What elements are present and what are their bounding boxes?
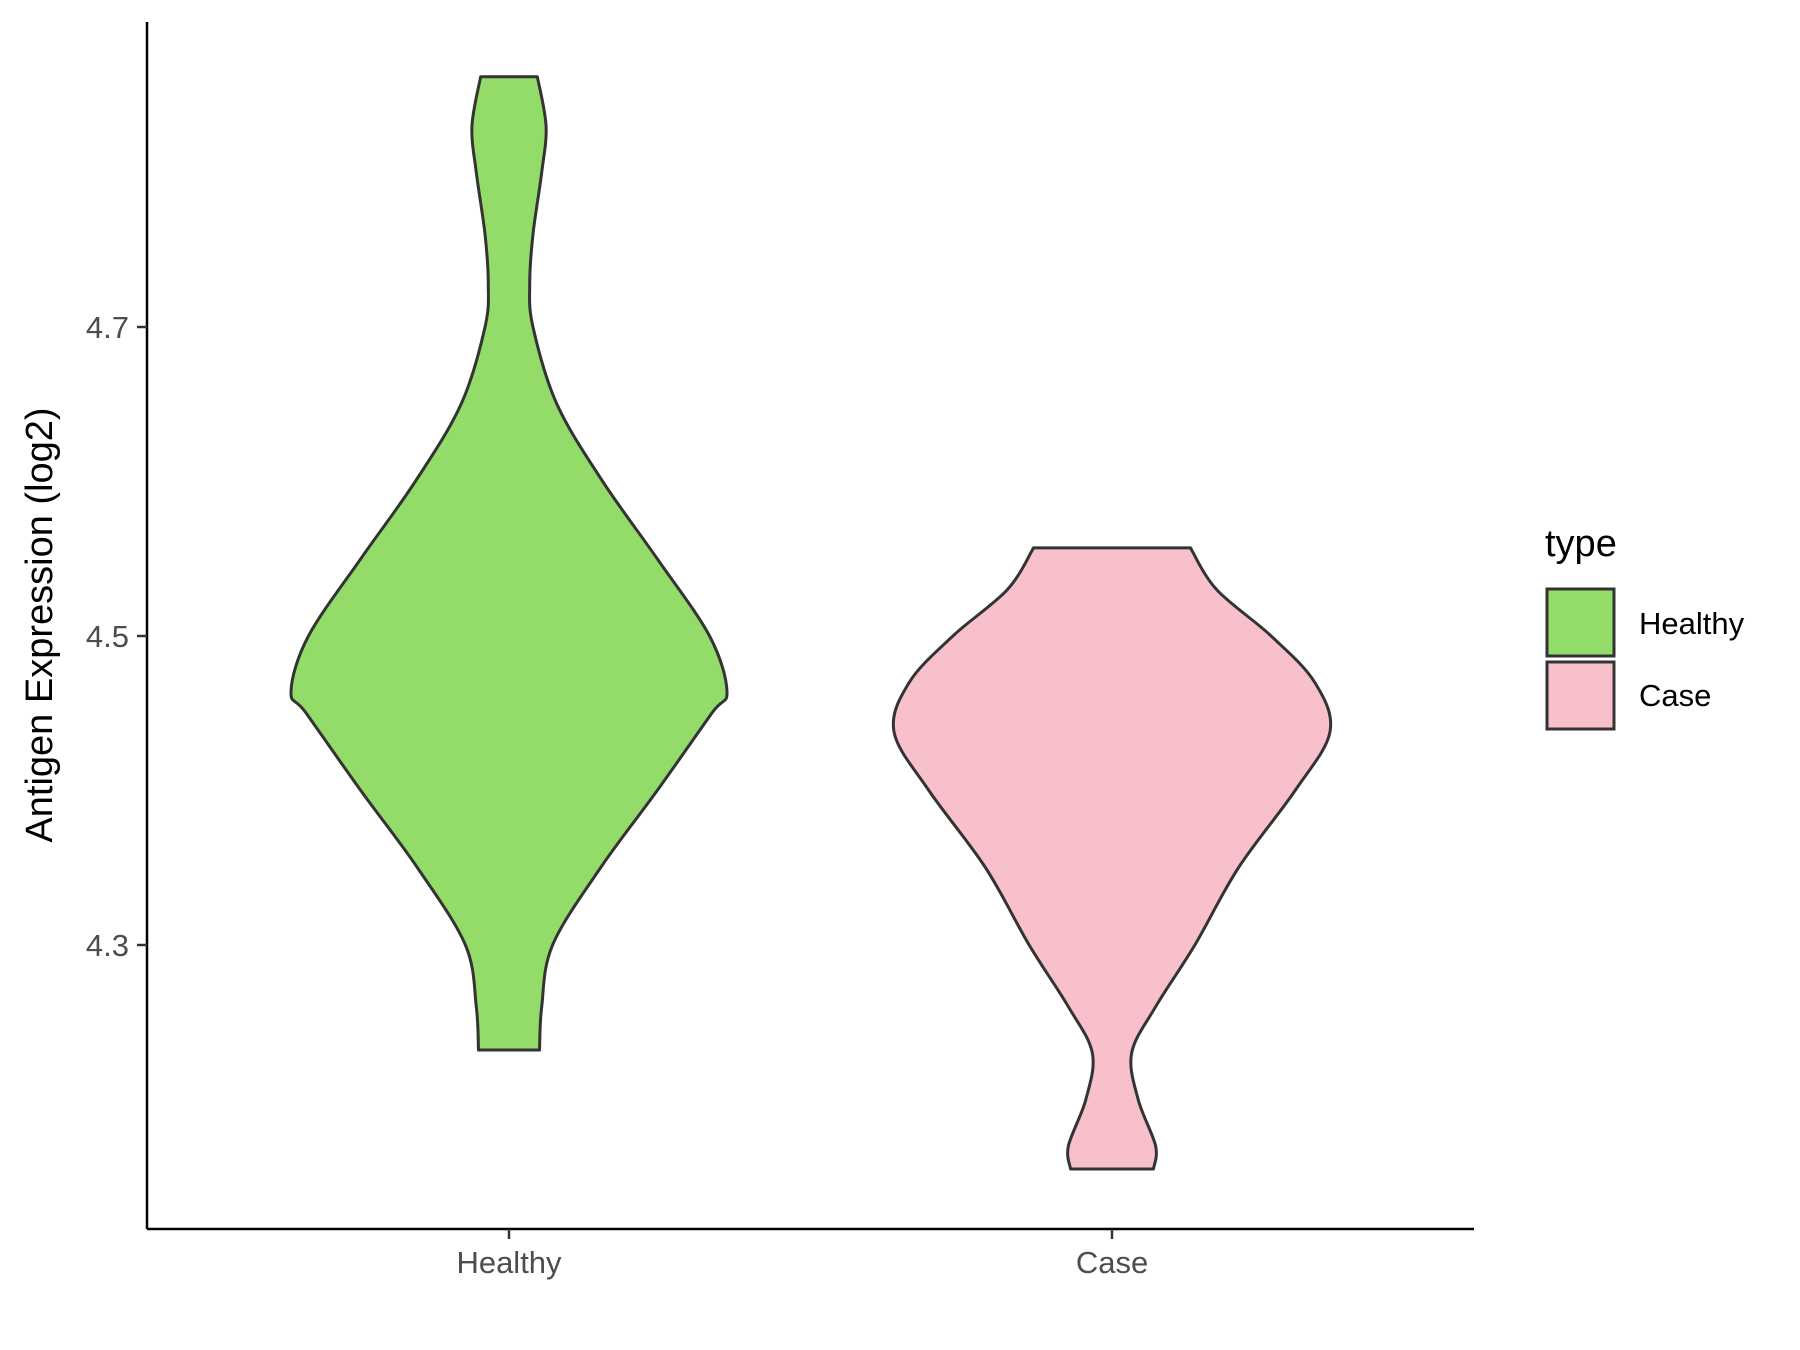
y-tick-label: 4.5 — [86, 619, 129, 654]
x-tick-label-healthy: Healthy — [456, 1245, 562, 1280]
y-axis-title: Antigen Expression (log2) — [19, 407, 61, 842]
x-tick-label-case: Case — [1076, 1245, 1148, 1280]
y-tick-label: 4.7 — [86, 310, 129, 345]
violin-layer — [289, 75, 1333, 1171]
legend-title: type — [1545, 523, 1617, 565]
y-tick-label: 4.3 — [86, 928, 129, 963]
legend: type Healthy Case — [1545, 523, 1745, 731]
legend-key-case — [1545, 660, 1616, 731]
violin-case — [891, 546, 1333, 1171]
x-axis-ticks: Healthy Case — [456, 1229, 1148, 1280]
legend-key-healthy — [1545, 587, 1616, 658]
legend-label-case: Case — [1639, 678, 1711, 713]
violin-healthy — [289, 75, 729, 1052]
legend-label-healthy: Healthy — [1639, 606, 1745, 641]
y-axis-ticks: 4.3 4.5 4.7 — [86, 310, 147, 963]
